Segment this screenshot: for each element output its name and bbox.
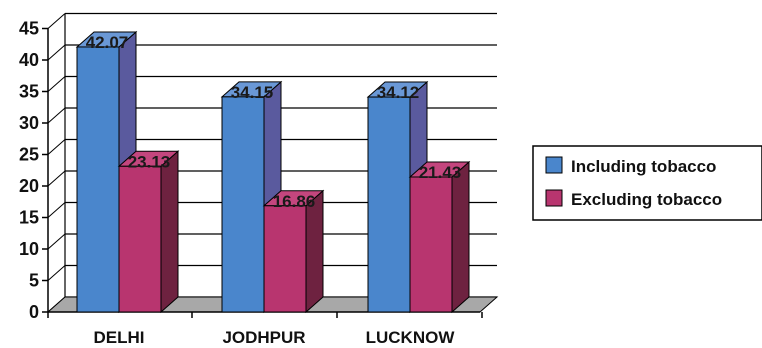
side-wall-line — [47, 139, 66, 155]
data-label: 34.15 — [231, 83, 274, 102]
legend-swatch-excluding — [545, 189, 563, 207]
bars — [75, 30, 471, 314]
data-labels: 42.07 23.13 34.15 16.86 34.12 21.43 — [86, 33, 462, 211]
y-tick-label: 45 — [19, 19, 39, 39]
x-category-label: LUCKNOW — [366, 328, 456, 347]
side-wall-line — [47, 44, 66, 61]
y-tick-label: 0 — [29, 302, 39, 322]
legend-box — [532, 145, 762, 221]
y-tick-label: 30 — [19, 113, 39, 133]
side-wall-line — [47, 107, 66, 124]
y-tick-label: 20 — [19, 176, 39, 196]
bar-front — [263, 205, 307, 313]
data-label: 21.43 — [419, 163, 462, 182]
side-wall-line — [47, 76, 66, 92]
data-label: 34.12 — [377, 83, 420, 102]
x-category-label: JODHPUR — [222, 328, 305, 347]
bar-side — [451, 160, 470, 314]
side-wall-line — [47, 233, 66, 250]
x-category-labels: DELHI JODHPUR LUCKNOW — [94, 328, 456, 347]
y-tick-label: 10 — [19, 239, 39, 259]
side-wall-line — [47, 170, 66, 187]
bar-front — [118, 165, 162, 313]
legend-label-including: Including tobacco — [571, 157, 716, 176]
legend-label-excluding: Excluding tobacco — [571, 190, 722, 209]
side-wall-line — [47, 265, 66, 281]
x-category-label: DELHI — [94, 328, 145, 347]
bar-side — [160, 150, 179, 314]
data-label: 23.13 — [128, 152, 171, 171]
legend-swatch-including — [545, 156, 563, 174]
data-label: 42.07 — [86, 33, 129, 52]
bar-front — [367, 96, 411, 313]
bar-front — [76, 46, 120, 313]
bar — [262, 189, 325, 314]
legend: Including tobacco Excluding tobacco — [532, 145, 762, 221]
y-tick-label: 15 — [19, 208, 39, 228]
y-tick-label: 25 — [19, 145, 39, 165]
side-wall-line — [47, 13, 66, 29]
bar-front — [409, 176, 453, 313]
side-wall-line — [47, 202, 66, 218]
bar — [117, 150, 180, 314]
y-tick-label: 35 — [19, 82, 39, 102]
y-tick-label: 40 — [19, 50, 39, 70]
y-tick-labels: 0 5 10 15 20 25 30 35 40 45 — [19, 19, 39, 323]
bar — [408, 160, 471, 314]
data-label: 16.86 — [273, 192, 316, 211]
y-tick-label: 5 — [29, 271, 39, 291]
bar-front — [221, 96, 265, 313]
